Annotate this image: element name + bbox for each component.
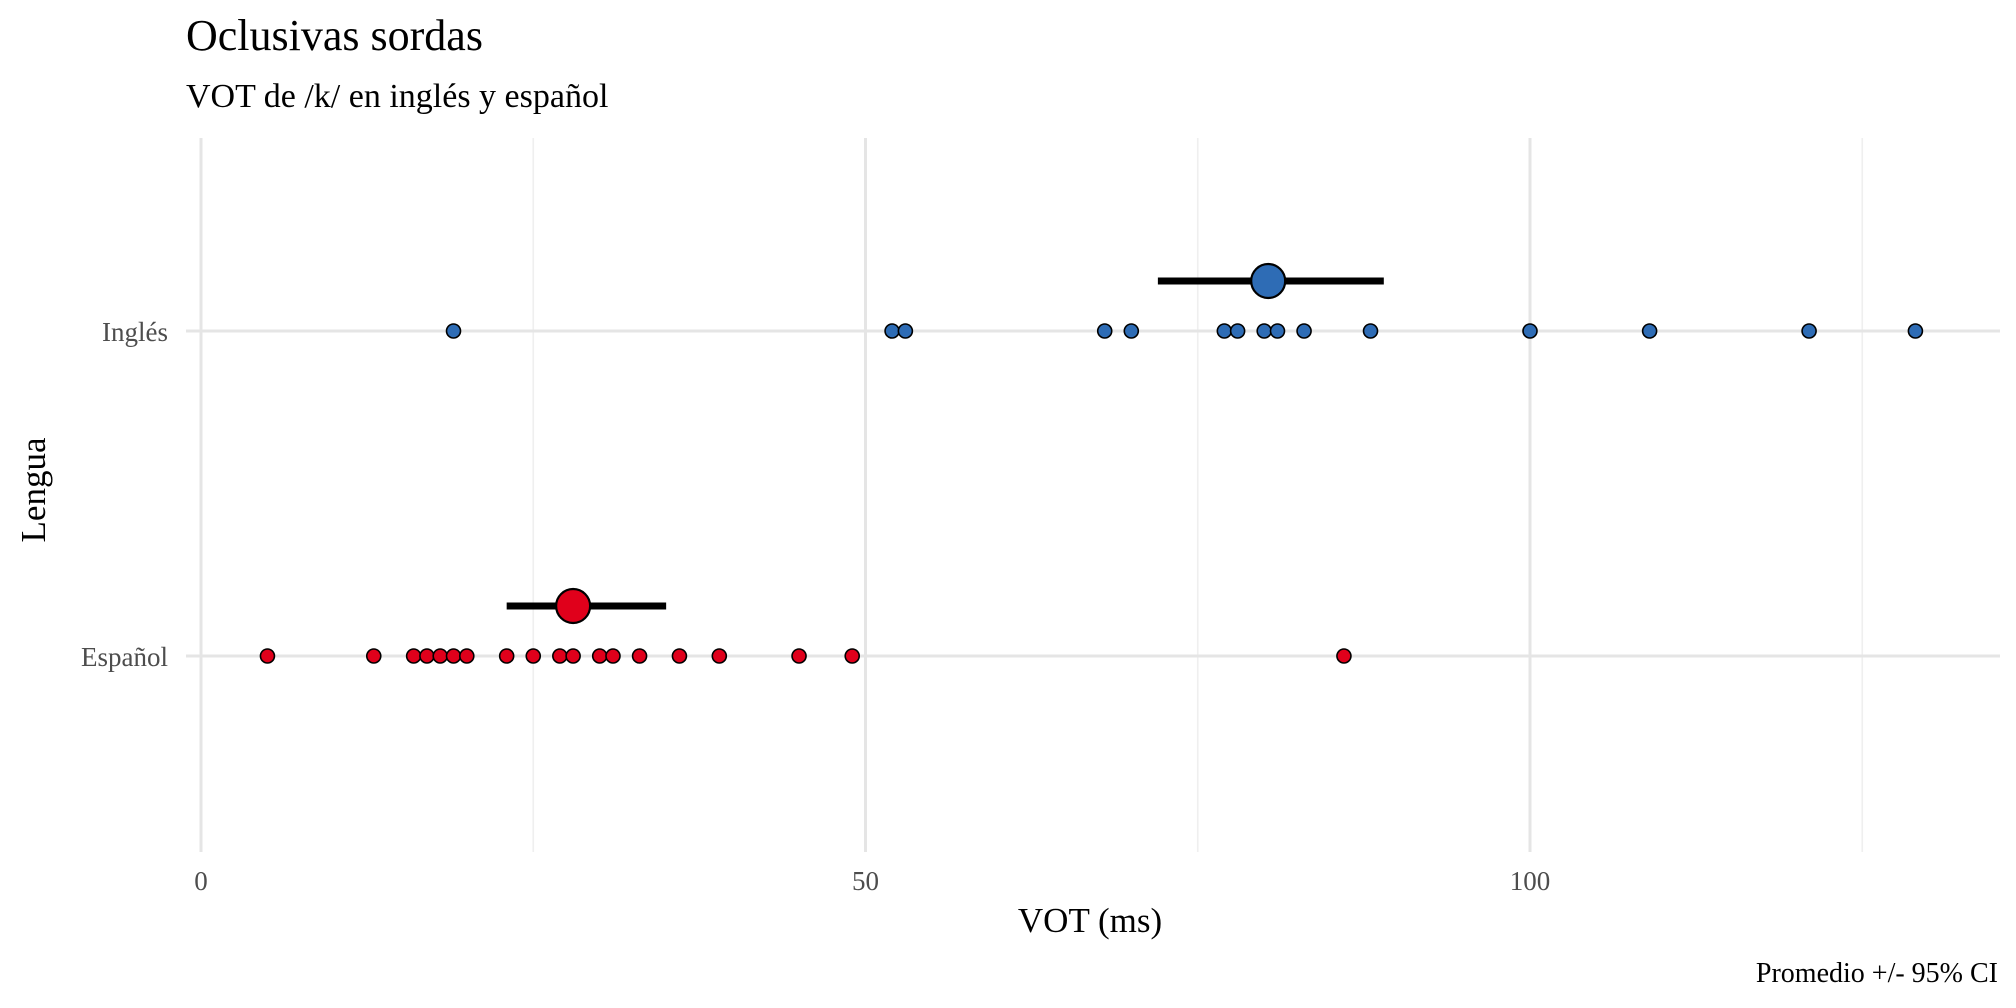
data-point [1216,323,1233,339]
x-tick-label: 0 [194,866,208,896]
data-point [445,648,462,664]
data-point [419,648,435,664]
data-point [1641,323,1658,339]
grid [186,138,2000,852]
data-point [405,648,422,664]
x-tick-label: 50 [852,866,879,896]
data-point [897,323,914,339]
y-axis-ticks: Inglés Español [81,317,168,672]
y-axis-title: Lengua [14,437,53,542]
y-tick-label: Inglés [102,317,168,347]
y-tick-label: Español [81,642,168,672]
mean-point [555,587,592,625]
data-point [432,648,449,664]
data-point [605,648,621,664]
data-point [1801,323,1817,339]
data-point [259,648,276,664]
data-point [445,323,462,339]
data-point [711,648,728,664]
chart-caption: Promedio +/- 95% CI [1756,958,1998,989]
chart-title: Oclusivas sordas [186,11,483,60]
data-point [565,648,581,664]
data-point [631,648,648,664]
data-point [1123,323,1140,339]
data-point [552,648,568,664]
data-point [1269,323,1286,339]
series-Inglés [445,262,1924,339]
x-axis-title: VOT (ms) [1018,901,1162,940]
data-point [1296,323,1312,339]
data-point [1096,323,1113,339]
series-Español [259,587,1352,664]
data-point [591,648,608,664]
data-point [525,648,542,664]
chart-subtitle: VOT de /k/ en inglés y español [186,78,608,115]
data-point [1907,323,1924,339]
data-point [458,648,475,664]
data-point [1229,323,1246,339]
data-point [1336,648,1352,664]
data-point [365,648,382,664]
data-point [1522,323,1538,339]
data-point [1362,323,1379,339]
data-point [1256,323,1272,339]
data-point [791,648,807,664]
data-point [884,323,900,339]
mean-point [1250,262,1287,300]
x-axis-ticks: 0 50 100 [194,866,1550,896]
data-point [844,648,861,664]
data-point [671,648,688,664]
data-point [498,648,515,664]
series-layer [259,262,1924,664]
x-tick-label: 100 [1510,866,1551,896]
